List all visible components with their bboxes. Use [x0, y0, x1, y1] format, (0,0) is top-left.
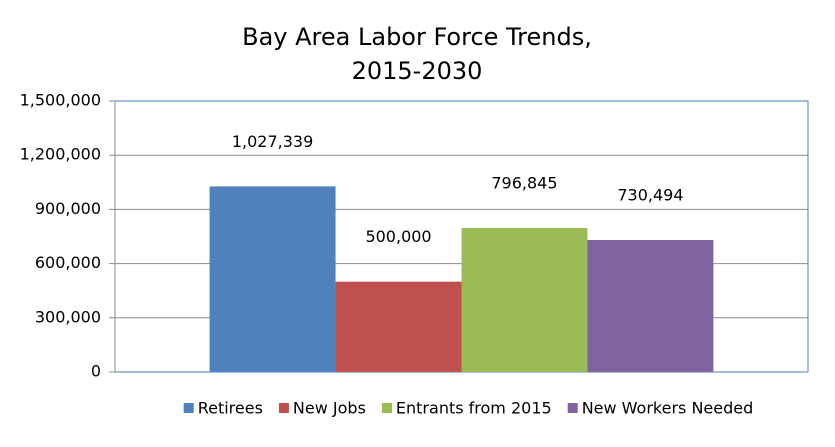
y-tick-label: 600,000 — [35, 253, 101, 272]
chart-title: Bay Area Labor Force Trends, 2015-2030 — [242, 23, 592, 85]
y-tick-label: 1,200,000 — [20, 145, 101, 164]
data-label: 1,027,339 — [232, 132, 313, 151]
data-label: 730,494 — [617, 186, 683, 205]
legend-swatch — [567, 403, 578, 413]
bar — [335, 281, 462, 372]
y-tick-label: 0 — [91, 362, 101, 381]
y-tick-label: 900,000 — [35, 199, 101, 218]
legend-label: New Workers Needed — [582, 399, 754, 418]
data-label: 500,000 — [365, 227, 431, 246]
bar — [461, 228, 588, 372]
bar — [209, 186, 336, 372]
y-tick-label: 1,500,000 — [20, 91, 101, 110]
y-tick-label: 300,000 — [35, 307, 101, 326]
legend-swatch — [278, 403, 289, 413]
legend-swatch — [183, 403, 194, 413]
legend-label: Retirees — [198, 399, 263, 418]
bar — [587, 240, 714, 372]
legend-label: Entrants from 2015 — [396, 399, 552, 418]
legend-swatch — [381, 403, 392, 413]
data-label: 796,845 — [491, 174, 557, 193]
legend-label: New Jobs — [293, 399, 366, 418]
